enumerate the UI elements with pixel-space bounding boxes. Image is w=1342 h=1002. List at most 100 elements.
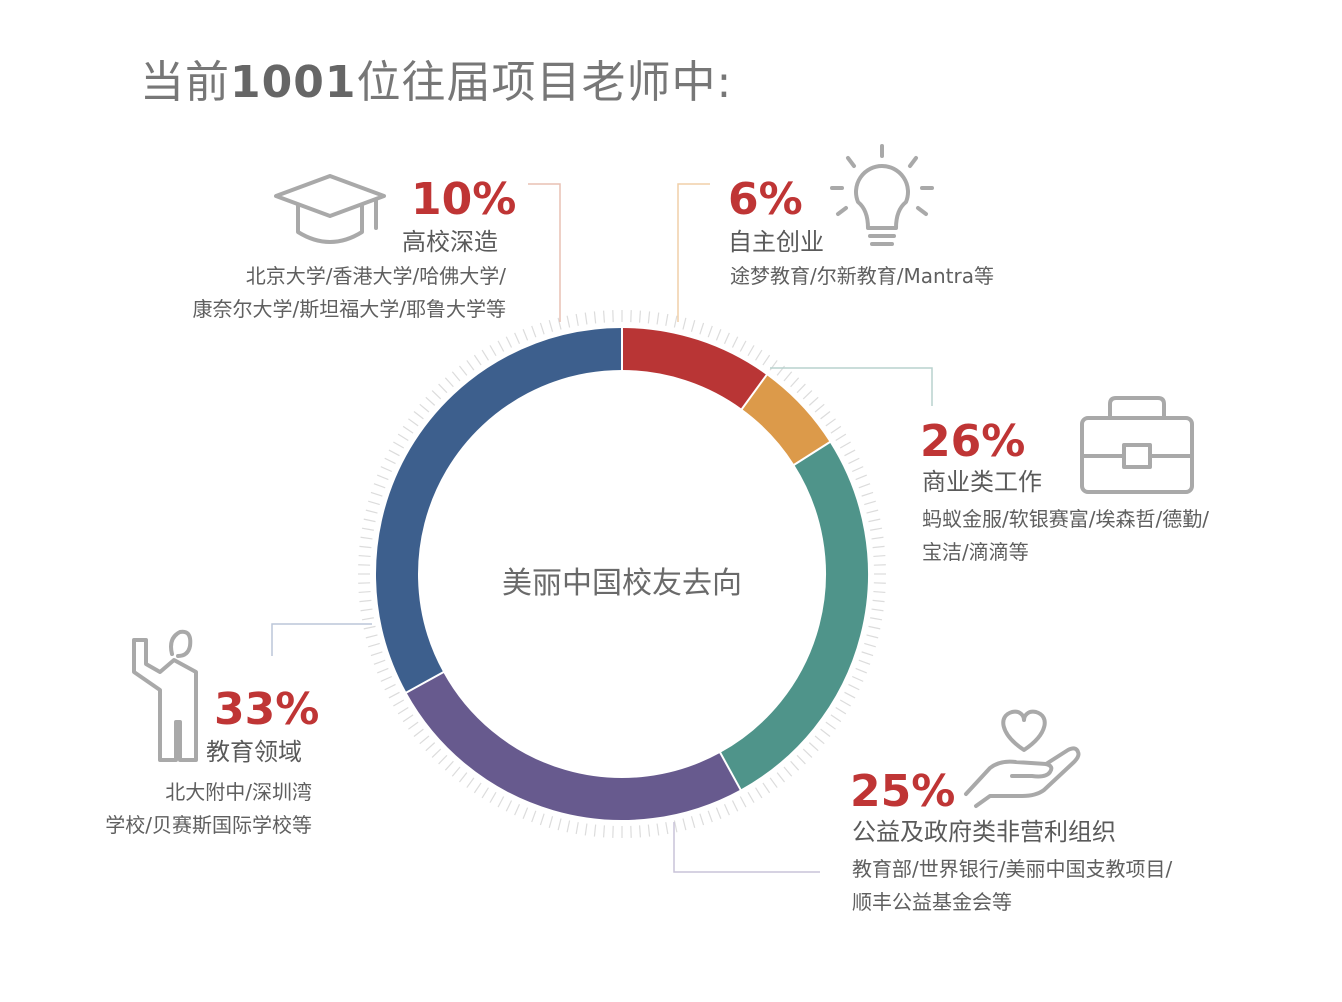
- ring-tick: [531, 810, 537, 823]
- ring-tick: [360, 536, 373, 540]
- ring-tick: [489, 791, 497, 803]
- outer-tick-ring: [358, 310, 886, 838]
- leader-lines: [271, 183, 933, 873]
- ring-tick: [489, 345, 497, 357]
- ring-tick: [368, 500, 380, 506]
- ring-tick: [505, 336, 513, 348]
- ring-tick: [466, 360, 475, 371]
- ring-tick: [575, 822, 579, 835]
- ring-tick: [557, 818, 562, 831]
- ring-tick: [497, 340, 505, 352]
- ring-tick: [690, 320, 696, 332]
- ring-tick: [855, 474, 868, 481]
- ring-tick: [481, 349, 489, 361]
- ring-tick: [431, 390, 442, 400]
- ring-tick: [808, 396, 819, 406]
- ring-tick: [419, 403, 430, 413]
- ring-tick: [373, 659, 386, 665]
- ring-tick: [820, 728, 831, 738]
- ring-tick: [866, 509, 879, 514]
- ring-tick: [790, 377, 800, 388]
- annotation-4: 北大附中/深圳湾 学校/贝赛斯国际学校等: [105, 780, 312, 837]
- ring-tick: [384, 683, 396, 691]
- ring-tick: [796, 383, 806, 394]
- ring-tick: [851, 675, 864, 682]
- ring-tick: [368, 642, 380, 648]
- ring-tick: [682, 317, 687, 330]
- ring-tick: [380, 675, 393, 682]
- ring-tick: [376, 474, 389, 481]
- ring-tick: [839, 441, 851, 449]
- donut-slices: [376, 327, 868, 820]
- ring-tick: [731, 336, 739, 348]
- ring-tick: [861, 491, 874, 497]
- ring-tick: [602, 825, 606, 838]
- ring-tick: [380, 466, 393, 473]
- ring-tick: [699, 322, 705, 335]
- ring-tick: [408, 418, 419, 427]
- ring-tick: [851, 466, 864, 473]
- ring-tick: [548, 320, 554, 332]
- ring-tick: [699, 813, 705, 826]
- annotation-3: 教育部/世界银行/美丽中国支教项目/ 顺丰公益基金会等: [852, 857, 1173, 914]
- ring-tick: [747, 345, 755, 357]
- ring-tick: [866, 634, 879, 639]
- ring-tick: [419, 735, 430, 745]
- ring-tick: [682, 818, 687, 831]
- ring-tick: [393, 699, 405, 707]
- ring-tick: [514, 332, 521, 345]
- slice-label-4: 33%: [214, 684, 320, 735]
- ring-tick: [388, 691, 400, 699]
- slice-label-1: 6%: [728, 174, 803, 225]
- ring-tick: [871, 608, 884, 612]
- annotation-1: 途梦教育/尔新教育/Mantra等: [730, 264, 994, 288]
- ring-tick: [868, 518, 881, 523]
- ring-tick: [769, 777, 778, 788]
- ring-tick: [497, 796, 505, 808]
- ring-tick: [402, 714, 414, 723]
- ring-tick: [848, 683, 860, 691]
- ring-tick: [413, 728, 424, 738]
- slice-separator: [405, 670, 445, 694]
- ring-tick: [444, 377, 454, 388]
- ring-tick: [358, 590, 371, 594]
- ring-tick: [861, 651, 874, 657]
- ring-tick: [473, 782, 482, 794]
- ring-tick: [557, 317, 562, 330]
- donut-slice-1: [741, 374, 830, 466]
- leader-line-2: [770, 367, 933, 406]
- ring-tick: [790, 760, 800, 771]
- ring-tick: [361, 617, 374, 621]
- leader-line-1: [677, 183, 710, 322]
- ring-tick: [844, 449, 856, 457]
- ring-tick: [397, 433, 409, 441]
- donut-slice-2: [720, 442, 868, 790]
- ring-tick: [363, 518, 376, 523]
- ring-tick: [359, 599, 372, 603]
- ring-tick: [548, 816, 554, 828]
- ring-tick: [402, 425, 414, 434]
- ring-tick: [731, 800, 739, 812]
- ring-tick: [384, 457, 396, 465]
- ring-tick: [870, 617, 883, 621]
- graduation-cap-icon: [274, 174, 386, 244]
- slice-label-0: 10%: [411, 174, 517, 225]
- ring-tick: [723, 332, 730, 345]
- ring-tick: [755, 787, 763, 799]
- briefcase-icon: [1080, 396, 1194, 494]
- ring-tick: [762, 782, 771, 794]
- category-label-4: 教育领域: [206, 738, 302, 766]
- ring-tick: [638, 310, 642, 323]
- ring-tick: [361, 527, 374, 531]
- ring-tick: [388, 449, 400, 457]
- leader-line-3: [673, 822, 820, 873]
- ring-tick: [673, 315, 678, 328]
- ring-tick: [593, 824, 597, 837]
- lightbulb-icon: [830, 144, 934, 246]
- ring-tick: [656, 312, 660, 325]
- leader-line-4: [271, 623, 372, 656]
- ring-tick: [755, 349, 763, 361]
- ring-tick: [358, 554, 371, 558]
- annotation-0: 北京大学/香港大学/哈佛大学/ 康奈尔大学/斯坦福大学/耶鲁大学等: [192, 264, 506, 321]
